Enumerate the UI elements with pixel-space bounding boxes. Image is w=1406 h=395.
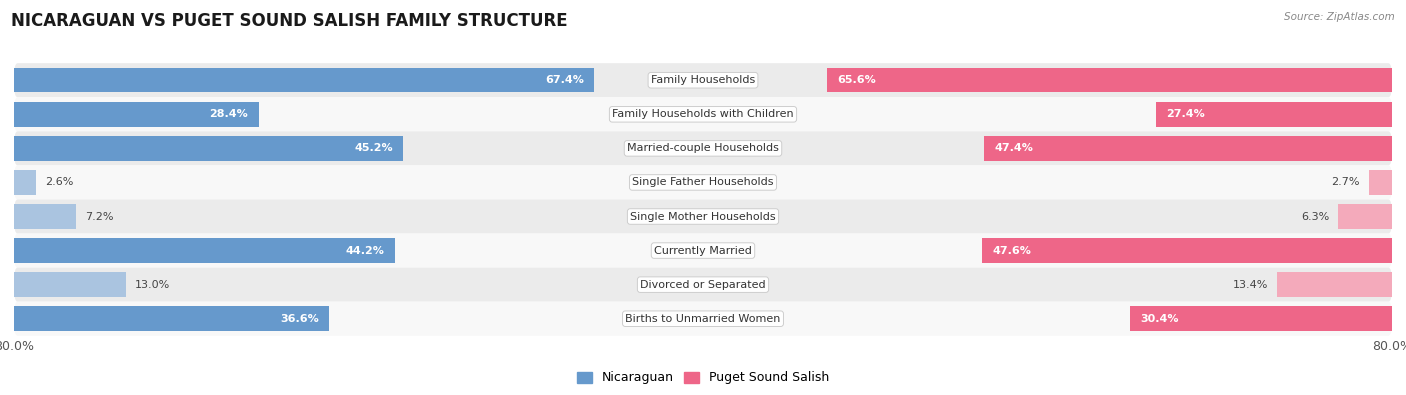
Text: 27.4%: 27.4%: [1167, 109, 1205, 119]
Bar: [14, 102, 259, 126]
Text: Source: ZipAtlas.com: Source: ZipAtlas.com: [1284, 12, 1395, 22]
Legend: Nicaraguan, Puget Sound Salish: Nicaraguan, Puget Sound Salish: [572, 367, 834, 389]
Text: 2.6%: 2.6%: [45, 177, 73, 188]
FancyBboxPatch shape: [14, 268, 1392, 302]
Text: Family Households: Family Households: [651, 75, 755, 85]
Text: Births to Unmarried Women: Births to Unmarried Women: [626, 314, 780, 324]
Bar: [1368, 170, 1392, 195]
Text: 67.4%: 67.4%: [546, 75, 583, 85]
Text: 28.4%: 28.4%: [209, 109, 249, 119]
FancyBboxPatch shape: [14, 233, 1392, 268]
Bar: [14, 307, 329, 331]
Bar: [1130, 307, 1392, 331]
FancyBboxPatch shape: [14, 199, 1392, 233]
Text: 13.4%: 13.4%: [1233, 280, 1268, 290]
Bar: [827, 68, 1392, 92]
Text: 47.4%: 47.4%: [994, 143, 1033, 153]
Text: Single Father Households: Single Father Households: [633, 177, 773, 188]
Text: Currently Married: Currently Married: [654, 246, 752, 256]
Text: 30.4%: 30.4%: [1140, 314, 1180, 324]
FancyBboxPatch shape: [14, 131, 1392, 166]
Text: 36.6%: 36.6%: [280, 314, 319, 324]
FancyBboxPatch shape: [14, 97, 1392, 131]
Text: 13.0%: 13.0%: [135, 280, 170, 290]
Bar: [1277, 273, 1392, 297]
Text: 44.2%: 44.2%: [346, 246, 384, 256]
Text: 65.6%: 65.6%: [838, 75, 876, 85]
Bar: [14, 204, 76, 229]
Bar: [1337, 204, 1392, 229]
FancyBboxPatch shape: [14, 63, 1392, 97]
Bar: [14, 238, 395, 263]
Bar: [14, 273, 127, 297]
Text: Single Mother Households: Single Mother Households: [630, 211, 776, 222]
Bar: [1156, 102, 1392, 126]
Text: NICARAGUAN VS PUGET SOUND SALISH FAMILY STRUCTURE: NICARAGUAN VS PUGET SOUND SALISH FAMILY …: [11, 12, 568, 30]
Bar: [14, 68, 595, 92]
Bar: [14, 170, 37, 195]
Bar: [984, 136, 1392, 161]
Text: 2.7%: 2.7%: [1331, 177, 1360, 188]
Bar: [981, 238, 1392, 263]
Text: Divorced or Separated: Divorced or Separated: [640, 280, 766, 290]
Text: 7.2%: 7.2%: [84, 211, 112, 222]
Text: 6.3%: 6.3%: [1301, 211, 1329, 222]
Text: Family Households with Children: Family Households with Children: [612, 109, 794, 119]
Text: 47.6%: 47.6%: [993, 246, 1031, 256]
Bar: [14, 136, 404, 161]
FancyBboxPatch shape: [14, 302, 1392, 336]
Text: 45.2%: 45.2%: [354, 143, 392, 153]
Text: Married-couple Households: Married-couple Households: [627, 143, 779, 153]
FancyBboxPatch shape: [14, 166, 1392, 199]
